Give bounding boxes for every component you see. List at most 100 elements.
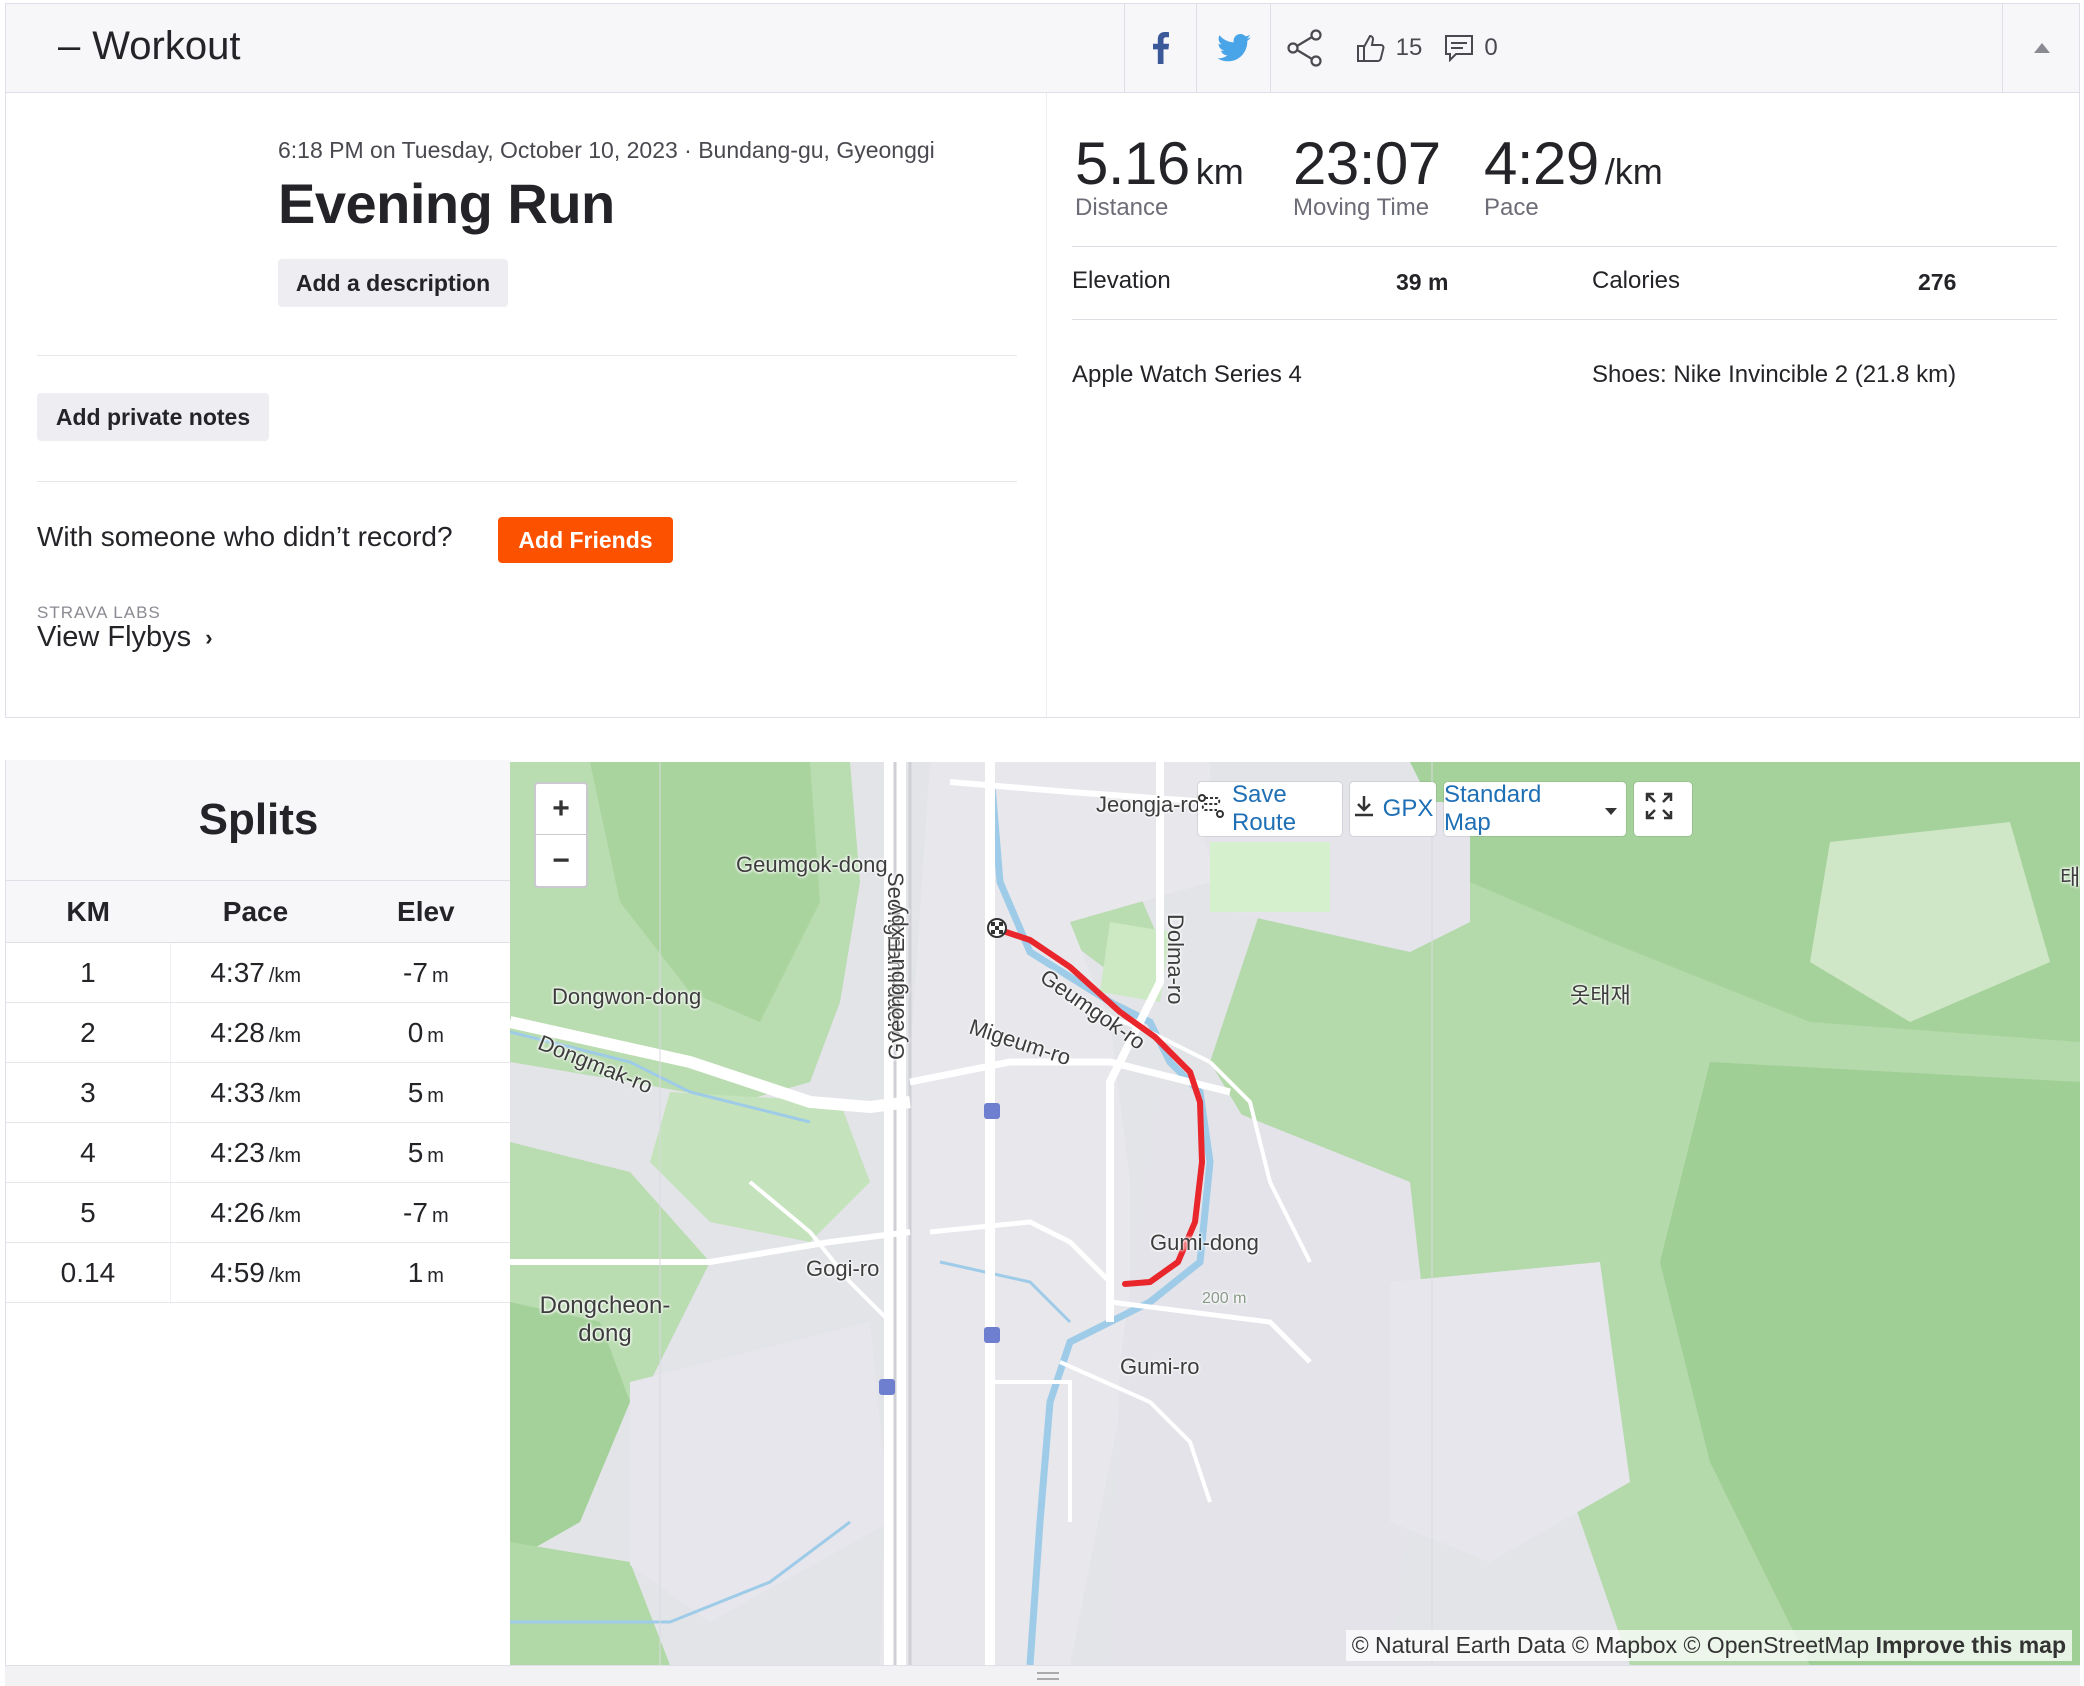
collapse-toggle[interactable]: – [58, 24, 81, 68]
kudos-button[interactable]: 15 [1338, 4, 1440, 92]
add-description-button[interactable]: Add a description [278, 259, 508, 307]
split-elev: -7 m [340, 942, 511, 1003]
activity-title[interactable]: Evening Run [278, 172, 615, 235]
pace-value: 4:59 [210, 1256, 265, 1288]
comment-button[interactable]: 0 [1440, 4, 1502, 92]
elev-value: 5 [407, 1136, 424, 1168]
elev-unit: m [427, 1264, 444, 1287]
elev-unit: m [427, 1144, 444, 1167]
caret-up-icon [2033, 42, 2051, 54]
panel-divider [1046, 93, 1047, 717]
pace-value: 4:29 [1484, 130, 1599, 197]
fullscreen-button[interactable] [1634, 782, 1692, 836]
gpx-download-button[interactable]: GPX [1350, 782, 1436, 836]
collapse-button[interactable] [2002, 4, 2080, 92]
stat-distance: 5.16 km Distance [1075, 129, 1244, 222]
elev-unit: m [427, 1024, 444, 1047]
elev-unit: m [431, 964, 449, 987]
view-flybys-link[interactable]: View Flybys › [37, 621, 213, 654]
route-map[interactable]: Jeongja-ro Geumgok-dong Seongnam-daero D… [510, 762, 2080, 1665]
strava-labs-label: STRAVA LABS [37, 603, 161, 622]
workout-header: – Workout 15 0 [5, 3, 2080, 93]
comment-icon [1444, 34, 1474, 62]
section-title-label: Workout [92, 24, 241, 68]
route-line [997, 927, 1205, 1287]
facebook-share-button[interactable] [1124, 4, 1196, 92]
divider [37, 481, 1017, 482]
col-km: KM [6, 880, 171, 943]
divider [1072, 319, 2057, 320]
twitter-icon [1216, 34, 1251, 62]
subway-station-icon [879, 1379, 895, 1395]
comment-count: 0 [1484, 34, 1498, 61]
elev-unit: m [431, 1204, 449, 1227]
map-type-select[interactable]: Standard Map [1444, 781, 1626, 836]
split-pace: 4:26/km [170, 1182, 341, 1243]
pace-value: 4:33 [210, 1076, 265, 1108]
with-someone-text: With someone who didn’t record? [37, 521, 453, 552]
share-icon [1286, 29, 1324, 67]
section-title[interactable]: – Workout [58, 24, 240, 69]
elev-value: 5 [407, 1076, 424, 1108]
chevron-down-icon [1604, 795, 1626, 823]
add-private-notes-button[interactable]: Add private notes [37, 393, 269, 441]
shoes-info[interactable]: Shoes: Nike Invincible 2 (21.8 km) [1592, 361, 1957, 388]
attribution-text: © Natural Earth Data © Mapbox © OpenStre… [1351, 1632, 1870, 1658]
splits-title: Splits [6, 760, 511, 880]
facebook-icon [1152, 32, 1170, 64]
route-icon [1198, 793, 1232, 825]
resize-grip-icon[interactable] [1037, 1672, 1059, 1680]
pace-value: 4:23 [210, 1136, 265, 1168]
pace-value: 4:37 [210, 956, 265, 988]
map-label: Dongwon-dong [552, 984, 702, 1009]
pace-label: Pace [1484, 194, 1539, 221]
map-label: Gyeongbu Expy [884, 903, 909, 1060]
map-label: Jeongja-ro [1096, 792, 1200, 817]
map-attribution: © Natural Earth Data © Mapbox © OpenStre… [1345, 1630, 2072, 1661]
add-friends-button[interactable]: Add Friends [498, 517, 673, 563]
elevation-value: 39 m [1396, 269, 1449, 295]
map-label: 태 [2060, 865, 2080, 890]
divider [1072, 246, 2057, 247]
map-canvas [510, 762, 2080, 1665]
fullscreen-icon [1645, 792, 1681, 827]
splits-panel: Splits KM Pace Elev 1 4:37/km -7 m 2 4:28… [5, 760, 511, 1665]
stat-pace: 4:29/km Pace [1484, 129, 1663, 222]
pace-unit: /km [268, 1144, 302, 1167]
kudos-count: 15 [1395, 34, 1423, 61]
save-route-label: Save Route [1232, 781, 1297, 836]
split-pace: 4:28/km [170, 1002, 341, 1063]
split-pace: 4:37/km [170, 942, 341, 1003]
contour-label: 200 m [1202, 1290, 1247, 1307]
split-pace: 4:59/km [170, 1242, 341, 1303]
divider [37, 355, 1017, 356]
splits-header-row: KM Pace Elev [6, 880, 511, 943]
map-label: Dongcheon- dong [539, 1292, 671, 1347]
table-row: 1 4:37/km -7 m [6, 942, 511, 1003]
subway-station-icon [984, 1103, 1000, 1119]
stat-moving-time: 23:07 Moving Time [1293, 129, 1441, 222]
pace-unit: /km [1604, 151, 1663, 192]
map-label: Geumgok-dong [736, 852, 888, 877]
map-label: 옷태재 [1570, 983, 1631, 1008]
zoom-out-button[interactable]: − [552, 843, 570, 877]
split-km: 4 [6, 1122, 171, 1183]
map-label: Dolma-ro [1163, 914, 1188, 1005]
share-button[interactable] [1270, 4, 1338, 92]
elev-value: -7 [403, 956, 428, 988]
resize-strip[interactable] [5, 1665, 2080, 1686]
pace-unit: /km [268, 964, 302, 987]
map-label: Gumi-ro [1120, 1354, 1200, 1379]
twitter-share-button[interactable] [1196, 4, 1270, 92]
zoom-in-button[interactable]: + [536, 784, 586, 835]
save-route-button[interactable]: Save Route [1198, 781, 1342, 836]
improve-map-link[interactable]: Improve this map [1875, 1632, 2066, 1658]
download-icon [1353, 794, 1383, 825]
map-type-label: Standard Map [1444, 781, 1542, 836]
gpx-label: GPX [1382, 795, 1434, 822]
activity-summary-panel: 6:18 PM on Tuesday, October 10, 2023 · B… [5, 93, 2080, 718]
activity-meta: 6:18 PM on Tuesday, October 10, 2023 · B… [278, 137, 935, 163]
